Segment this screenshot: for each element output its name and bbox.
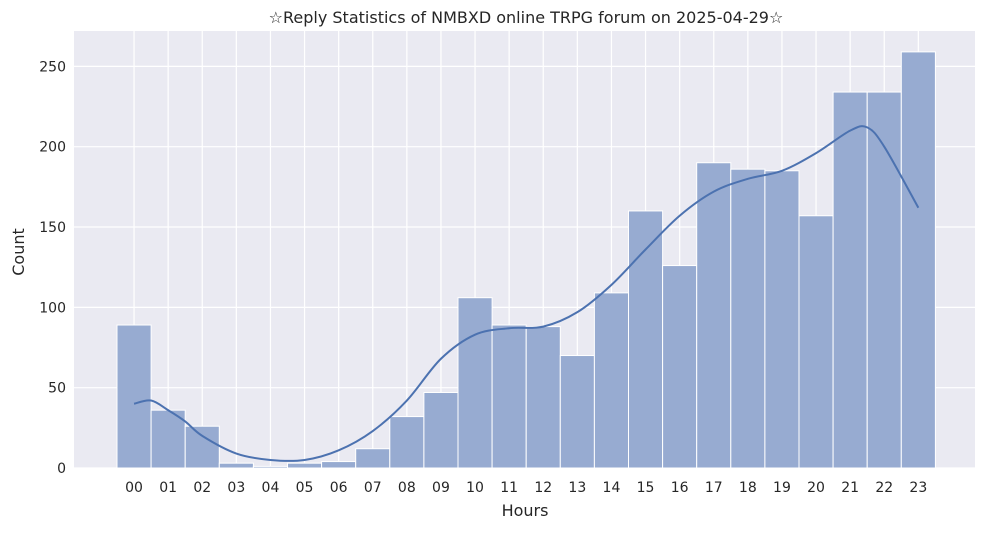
x-tick-label: 20 xyxy=(807,480,825,496)
histogram-bar xyxy=(832,91,868,469)
x-tick-label: 06 xyxy=(330,480,348,496)
histogram-bar xyxy=(696,162,732,469)
x-tick-label: 00 xyxy=(125,480,143,496)
y-tick-label: 100 xyxy=(39,300,66,316)
y-axis-label: Count xyxy=(9,228,28,276)
x-tick-label: 09 xyxy=(432,480,450,496)
x-tick-label: 14 xyxy=(603,480,621,496)
x-axis-label: Hours xyxy=(502,501,549,520)
histogram-bar xyxy=(321,461,357,469)
x-tick-labels: 00 01 02 03 04 05 06 07 08 09 10 11 12 13 14 15 16 17 18 19… xyxy=(125,480,927,496)
x-tick-label: 17 xyxy=(705,480,723,496)
y-tick-label: 150 xyxy=(39,220,66,236)
histogram-bar xyxy=(252,465,288,469)
x-tick-label: 03 xyxy=(227,480,245,496)
histogram-bar xyxy=(730,168,766,469)
histogram-bar xyxy=(593,292,630,469)
y-tick-label: 0 xyxy=(57,461,66,477)
x-tick-label: 02 xyxy=(193,480,211,496)
x-tick-label: 07 xyxy=(364,480,382,496)
histogram-bar xyxy=(628,210,664,469)
x-tick-label: 19 xyxy=(773,480,791,496)
y-tick-label: 50 xyxy=(48,381,66,397)
histogram-bar xyxy=(355,448,391,469)
x-tick-label: 05 xyxy=(296,480,314,496)
x-tick-label: 16 xyxy=(671,480,689,496)
histogram-bar xyxy=(662,265,698,469)
histogram-bar xyxy=(389,416,425,469)
histogram-bar xyxy=(559,355,595,469)
y-tick-labels: 0 50 100 150 200 250 xyxy=(39,59,66,477)
histogram-bar xyxy=(798,215,834,469)
x-tick-label: 21 xyxy=(841,480,859,496)
x-tick-label: 18 xyxy=(739,480,757,496)
x-tick-label: 08 xyxy=(398,480,416,496)
x-tick-label: 23 xyxy=(909,480,927,496)
kde-curve xyxy=(133,125,920,462)
histogram-bar xyxy=(764,170,800,469)
histogram-bar xyxy=(900,51,936,469)
y-tick-label: 200 xyxy=(39,140,66,156)
histogram-bar xyxy=(287,462,323,469)
x-tick-label: 22 xyxy=(875,480,893,496)
histogram-bar xyxy=(423,391,459,469)
bars xyxy=(116,51,936,469)
x-tick-label: 04 xyxy=(262,480,280,496)
histogram-bar xyxy=(184,425,220,469)
histogram-bar xyxy=(218,462,254,469)
chart-title: ☆Reply Statistics of NMBXD online TRPG f… xyxy=(269,8,784,27)
x-tick-label: 15 xyxy=(637,480,655,496)
x-tick-label: 11 xyxy=(500,480,518,496)
x-tick-label: 01 xyxy=(159,480,177,496)
histogram-bar xyxy=(866,91,902,469)
histogram-bar xyxy=(525,326,561,469)
histogram-bar xyxy=(116,324,152,469)
histogram-bar xyxy=(457,297,493,469)
x-tick-label: 13 xyxy=(568,480,586,496)
y-tick-label: 250 xyxy=(39,59,66,75)
histogram-bar xyxy=(491,324,527,469)
x-tick-label: 10 xyxy=(466,480,484,496)
x-tick-label: 12 xyxy=(534,480,552,496)
